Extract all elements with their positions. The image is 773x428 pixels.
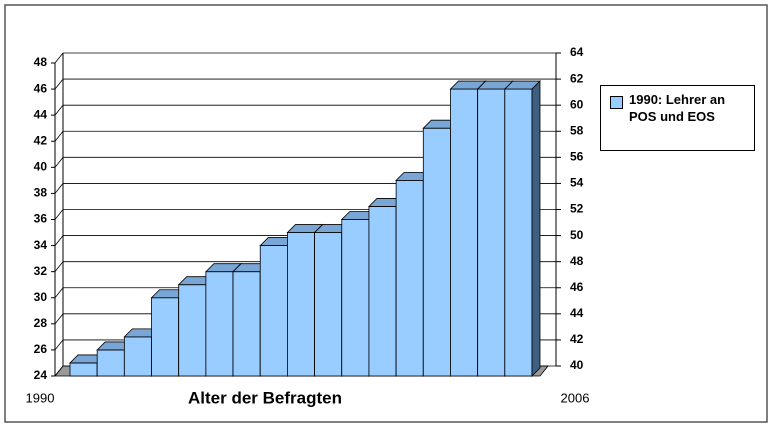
bar-front	[259, 245, 288, 377]
bar-front	[504, 88, 533, 377]
grid-diagonal	[54, 157, 64, 168]
bar-front	[395, 179, 424, 377]
y2-tick-label: 50	[570, 228, 584, 242]
y-tick-label: 44	[34, 107, 48, 121]
y-tick-label: 48	[34, 55, 48, 69]
x-tick-label: 1990	[26, 390, 55, 405]
bar-front	[368, 206, 397, 377]
bar	[232, 262, 270, 377]
y-tick-label: 40	[34, 160, 48, 174]
y2-tick-label: 52	[570, 202, 584, 216]
bar-front	[69, 362, 98, 377]
grid-diagonal	[54, 287, 64, 298]
y2-tick-label: 60	[570, 97, 584, 111]
bar-front	[151, 297, 180, 377]
grid-diagonal	[54, 365, 64, 377]
grid-diagonal	[54, 339, 64, 351]
y-tick-label: 28	[34, 316, 48, 330]
y-tick-label: 26	[34, 342, 48, 356]
bar-front	[341, 219, 370, 377]
bar-front	[422, 127, 451, 377]
y2-tick-label: 62	[570, 71, 584, 85]
legend-swatch	[610, 96, 623, 109]
y-tick-label: 24	[34, 368, 48, 382]
bar	[422, 119, 460, 377]
y2-tick-label: 44	[570, 306, 584, 320]
x-tick-label: 2006	[561, 390, 590, 405]
grid-diagonal	[54, 313, 64, 325]
bar-front	[287, 232, 315, 377]
grid-diagonal	[54, 261, 64, 272]
bar-front	[123, 336, 152, 377]
bar-front	[205, 271, 234, 377]
y2-tick-label: 58	[570, 123, 584, 137]
y-tick-label: 38	[34, 186, 48, 200]
x-axis-label: Alter der Befragten	[188, 388, 342, 407]
y-tick-label: 34	[34, 238, 48, 252]
bar-front	[178, 284, 207, 377]
y2-tick-label: 48	[570, 254, 584, 268]
grid-diagonal	[54, 235, 64, 246]
grid-diagonal	[54, 52, 64, 64]
bar-front	[232, 271, 261, 377]
y-tick-label: 36	[34, 212, 48, 226]
y-tick-label: 42	[34, 133, 48, 147]
grid-diagonal	[54, 78, 64, 90]
grid-diagonal	[54, 183, 64, 194]
bar	[503, 80, 541, 377]
y-tick-label: 46	[34, 81, 48, 95]
y2-tick-label: 56	[570, 150, 584, 164]
y-tick-label: 32	[34, 264, 48, 278]
y2-tick-label: 46	[570, 280, 584, 294]
legend: 1990: Lehrer an POS und EOS	[600, 85, 755, 151]
bar-front	[314, 232, 343, 377]
bar-side	[531, 80, 541, 377]
y2-tick-label: 54	[570, 176, 584, 190]
legend-label: 1990: Lehrer an POS und EOS	[629, 92, 726, 124]
bar-front	[96, 349, 125, 377]
y2-tick-label: 40	[570, 358, 584, 372]
bar-front	[450, 88, 479, 377]
y2-tick-label: 64	[570, 45, 584, 59]
grid-diagonal	[54, 209, 64, 220]
grid-diagonal	[54, 131, 64, 142]
y2-tick-label: 42	[570, 332, 584, 346]
bar-front	[477, 88, 506, 377]
y-tick-label: 30	[34, 290, 48, 304]
grid-diagonal	[54, 104, 64, 116]
